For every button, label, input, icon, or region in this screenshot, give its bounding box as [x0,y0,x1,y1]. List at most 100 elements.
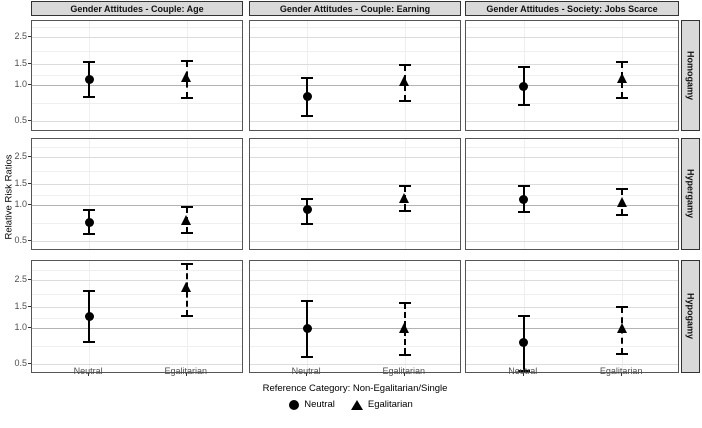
errorbar-cap-bottom [517,104,530,107]
gridline-minor [466,194,678,196]
gridline-minor [32,146,242,148]
errorbar-cap-top [398,301,411,304]
errorbar-cap-top [616,61,629,64]
reference-line [466,85,678,86]
errorbar-cap-bottom [301,356,314,359]
y-tick-label: 1.5 [14,177,27,188]
legend-item-egalitarian: Egalitarian [350,399,413,410]
errorbar-cap-bottom [180,96,193,99]
triangle-marker-icon [616,196,627,207]
y-tick-label: 1.5 [14,57,27,68]
facet-strip-col-earning: Gender Attitudes - Couple: Earning [249,1,461,16]
reference-line [250,328,460,329]
y-tick-label: 2.5 [14,31,27,42]
gridline-minor [32,269,242,271]
errorbar-cap-top [517,314,530,317]
gridline-major [250,280,460,282]
triangle-marker-icon [399,193,410,204]
gridline-major [32,241,242,242]
circle-marker-icon [302,205,312,215]
gridline-major [466,183,678,185]
gridline-major [250,121,460,122]
gridline-minor [250,222,460,224]
gridline-minor [250,146,460,148]
triangle-marker-icon [350,399,363,410]
y-tick-mark [28,327,31,328]
facet-strip-label: Gender Attitudes - Society: Jobs Scarce [486,3,658,14]
facet-strip-label: Hypergamy [685,169,696,219]
gridline-minor [466,269,678,271]
triangle-marker-icon [616,73,627,84]
gridline-major [466,121,678,122]
y-tick-mark [28,305,31,307]
y-tick-label: 1.0 [14,79,27,89]
gridline-major [466,157,678,159]
circle-marker-icon [519,82,529,92]
reference-line [466,328,678,329]
errorbar-cap-top [616,188,629,191]
errorbar-cap-top [83,289,96,292]
x-tick-label: Egalitarian [382,366,426,376]
x-tick-label: Neutral [508,366,538,376]
facet-strip-label: Gender Attitudes - Couple: Age [70,3,204,14]
gridline-major [32,364,242,365]
x-tick-mark [88,373,90,376]
errorbar-cap-bottom [180,315,193,318]
x-tick-mark [621,373,623,376]
gridline-vertical [186,139,188,249]
errorbar-cap-bottom [301,115,314,118]
y-tick-mark [28,156,31,158]
x-tick-mark [522,373,524,376]
errorbar-cap-top [180,262,193,265]
gridline-minor [32,50,242,52]
panel-hypogamy-1 [249,260,461,373]
panel-hypergamy-2 [465,138,679,250]
gridline-major [250,183,460,185]
x-tick-label: Neutral [291,366,321,376]
gridline-minor [250,74,460,76]
y-tick-label: 2.5 [14,274,27,285]
triangle-marker-icon [181,72,192,83]
x-tick-label: Egalitarian [164,366,208,376]
circle-marker-icon [84,218,94,228]
y-tick-mark [28,182,31,184]
gridline-major [250,306,460,308]
circle-marker-icon [84,311,94,321]
y-tick-mark [28,120,31,121]
y-axis-title: Relative Risk Ratios [3,154,15,240]
gridline-major [32,280,242,282]
x-tick-label: Egalitarian [599,366,643,376]
gridline-minor [466,50,678,52]
gridline-major [32,306,242,308]
y-tick-label: 2.5 [14,151,27,162]
gridline-minor [466,146,678,148]
gridline-minor [32,345,242,347]
circle-marker-icon [289,399,300,410]
x-tick-mark [185,373,187,376]
errorbar-cap-bottom [398,353,411,356]
triangle-marker-icon [399,76,410,86]
gridline-minor [250,26,460,28]
gridline-minor [32,222,242,224]
x-tick-mark [403,373,405,376]
gridline-major [466,280,678,282]
gridline-minor [32,74,242,76]
x-axis-title: Reference Category: Non-Egalitarian/Sing… [262,383,448,394]
panel-hypergamy-0 [31,138,243,250]
y-tick-label: 0.5 [14,358,27,368]
gridline-major [466,63,678,65]
errorbar-cap-bottom [83,96,96,99]
gridline-minor [250,170,460,172]
gridline-minor [32,293,242,295]
gridline-major [32,183,242,185]
panel-homogamy-0 [31,20,243,131]
gridline-minor [250,194,460,196]
gridline-major [32,63,242,65]
x-tick-label: Neutral [73,366,103,376]
gridline-major [32,37,242,39]
panel-hypergamy-1 [249,138,461,250]
reference-line [250,205,460,206]
y-tick-mark [28,363,31,364]
errorbar-cap-bottom [301,223,314,226]
triangle-marker-icon [399,322,410,333]
